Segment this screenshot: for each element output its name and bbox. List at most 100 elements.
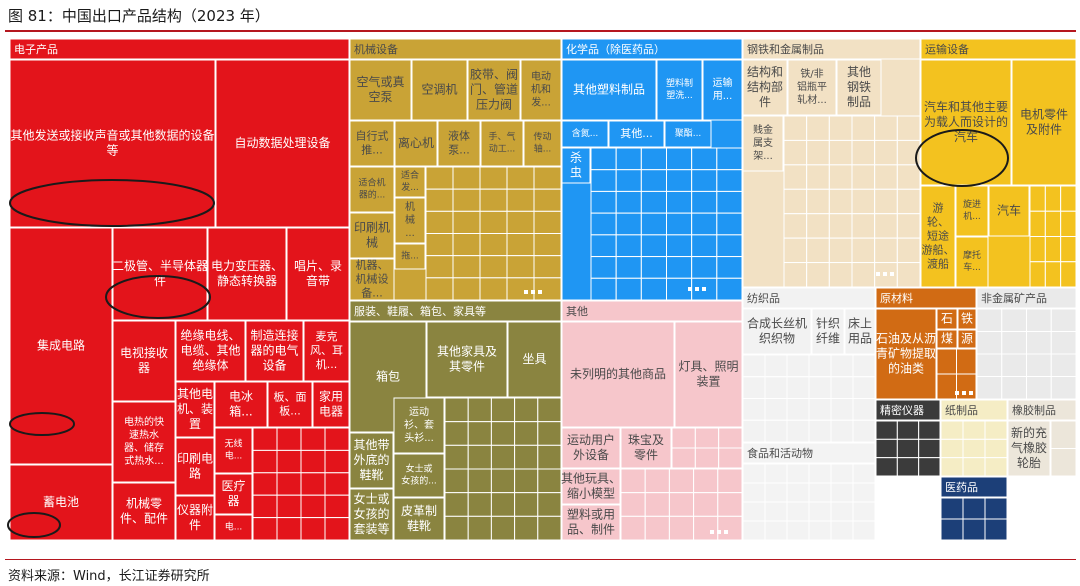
tile-液体泵: 液体泵... — [437, 120, 481, 167]
residual-cell — [590, 212, 617, 236]
category-header-label: 电子产品 — [14, 42, 58, 56]
item-label: 自动数据处理设备 — [234, 135, 330, 150]
residual-cell — [976, 308, 1003, 332]
item-label: 用... — [713, 91, 733, 102]
item-label: 蓄电池 — [43, 495, 79, 509]
tile-塑料制塑洗: 塑料制塑洗... — [656, 59, 703, 121]
residual-cell — [896, 438, 920, 459]
residual-cell — [956, 348, 977, 375]
residual-cell — [764, 463, 788, 484]
tile-电热的快速热水器储存式热水器: 电热的快速热水器、储存式热水... — [112, 401, 176, 483]
residual-food — [742, 463, 876, 541]
item-label: 钢铁 — [847, 80, 871, 94]
item-tile — [112, 227, 208, 321]
residual-cell — [1001, 353, 1027, 377]
item-label: 鞋靴 — [407, 518, 431, 533]
residual-cell — [276, 494, 302, 519]
item-label: 适合 — [401, 169, 419, 181]
residual-cell — [718, 427, 743, 449]
tile-手气动工: 手、气动工... — [480, 120, 524, 167]
item-label: 车... — [963, 261, 981, 273]
item-label: 及附件 — [1026, 123, 1062, 137]
item-label: 空泵 — [368, 90, 392, 104]
item-label: 汽车 — [954, 129, 978, 144]
residual-cell — [742, 501, 766, 522]
item-label: 电视接收 — [120, 345, 168, 360]
residual-cell — [783, 164, 808, 190]
item-label: 灯具、照明 — [678, 360, 738, 374]
item-label: 织织物 — [759, 332, 795, 346]
residual-cell — [783, 262, 808, 288]
highlight-ellipse — [7, 512, 61, 538]
residual-cell — [936, 348, 957, 375]
residual-cell — [742, 419, 766, 443]
item-tile — [393, 397, 445, 454]
residual-cell — [300, 449, 326, 474]
tile-煤: 煤 — [936, 329, 958, 349]
item-label: 泵... — [448, 144, 470, 157]
item-label: 风、耳 — [310, 344, 343, 357]
residual-cell — [852, 419, 876, 443]
residual-cell — [425, 166, 454, 190]
item-label: 摩托 — [963, 249, 981, 261]
residual-cell — [666, 169, 693, 192]
residual-instruments — [875, 420, 941, 477]
residual-cell — [742, 463, 766, 484]
item-tile — [175, 495, 215, 541]
residual-cell — [252, 494, 278, 519]
residual-cell — [479, 166, 508, 190]
residual-cell — [452, 277, 481, 301]
residual-cell — [467, 492, 492, 517]
residual-cell — [1044, 236, 1062, 263]
residual-cell — [479, 188, 508, 212]
residual-cell — [506, 166, 535, 190]
residual-cell — [615, 234, 642, 258]
residual-cell — [640, 234, 667, 258]
item-tile — [214, 427, 253, 474]
item-label: 石油及从沥 — [876, 332, 936, 346]
residual-cell — [830, 354, 854, 378]
residual-cell — [940, 518, 964, 541]
more-marker — [955, 391, 959, 395]
category-header-bg — [742, 287, 876, 309]
item-tile — [467, 59, 521, 121]
item-label: 电... — [225, 521, 243, 533]
item-label: 发... — [401, 181, 419, 193]
residual-cell — [828, 188, 853, 215]
tile-铁: 铁 — [957, 308, 977, 330]
residual-cell — [962, 438, 986, 459]
item-label: 电动 — [531, 70, 551, 83]
residual-cell — [671, 427, 696, 449]
item-label: 其他带 — [353, 438, 389, 452]
item-tile — [561, 59, 657, 121]
item-label: 仪器附 — [177, 503, 213, 517]
item-label: 其零件 — [449, 360, 485, 374]
category-header-bg — [875, 399, 941, 421]
item-label: 二极管、半导体器 — [112, 258, 208, 273]
residual-cell — [514, 468, 539, 494]
item-label: 女孩的... — [401, 475, 437, 487]
residual-cell — [830, 482, 854, 503]
residual-cell — [1029, 236, 1046, 263]
residual-cell — [984, 497, 1008, 520]
residual-cell — [444, 397, 469, 423]
tile-麦克风耳机: 麦克风、耳机... — [303, 320, 350, 382]
residual-pharma — [940, 497, 1008, 541]
item-label: 器 — [138, 361, 150, 375]
residual-cell — [425, 255, 454, 279]
tile-拖: 拖... — [394, 243, 426, 270]
category-header-label: 非金属矿产品 — [981, 291, 1047, 305]
item-tile — [437, 120, 481, 167]
item-tile — [608, 120, 665, 148]
residual-cell — [533, 166, 562, 190]
residual-cell — [742, 398, 766, 421]
residual-cell — [276, 472, 302, 496]
